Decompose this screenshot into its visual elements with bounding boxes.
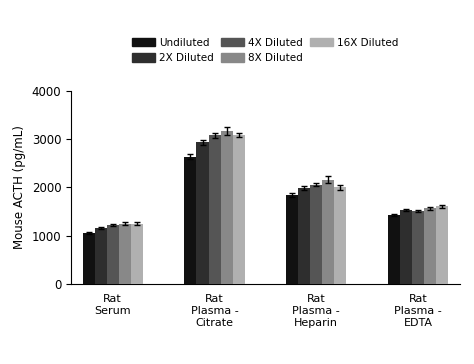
Bar — [131, 223, 143, 284]
Bar — [412, 211, 424, 284]
Bar — [119, 223, 131, 284]
Bar — [95, 228, 107, 284]
Bar — [286, 195, 298, 284]
Bar — [400, 210, 412, 284]
Bar — [424, 209, 436, 284]
Y-axis label: Mouse ACTH (pg/mL): Mouse ACTH (pg/mL) — [13, 126, 26, 249]
Bar — [388, 215, 400, 284]
Bar — [184, 157, 197, 284]
Bar — [436, 206, 448, 284]
Bar — [107, 225, 119, 284]
Bar — [82, 233, 95, 284]
Bar — [233, 135, 245, 284]
Bar — [220, 131, 233, 284]
Bar — [310, 185, 322, 284]
Bar — [298, 188, 310, 284]
Bar — [197, 142, 209, 284]
Bar — [322, 180, 334, 284]
Bar — [209, 135, 220, 284]
Bar — [334, 187, 346, 284]
Legend: Undiluted, 2X Diluted, 4X Diluted, 8X Diluted, 16X Diluted: Undiluted, 2X Diluted, 4X Diluted, 8X Di… — [129, 35, 402, 66]
